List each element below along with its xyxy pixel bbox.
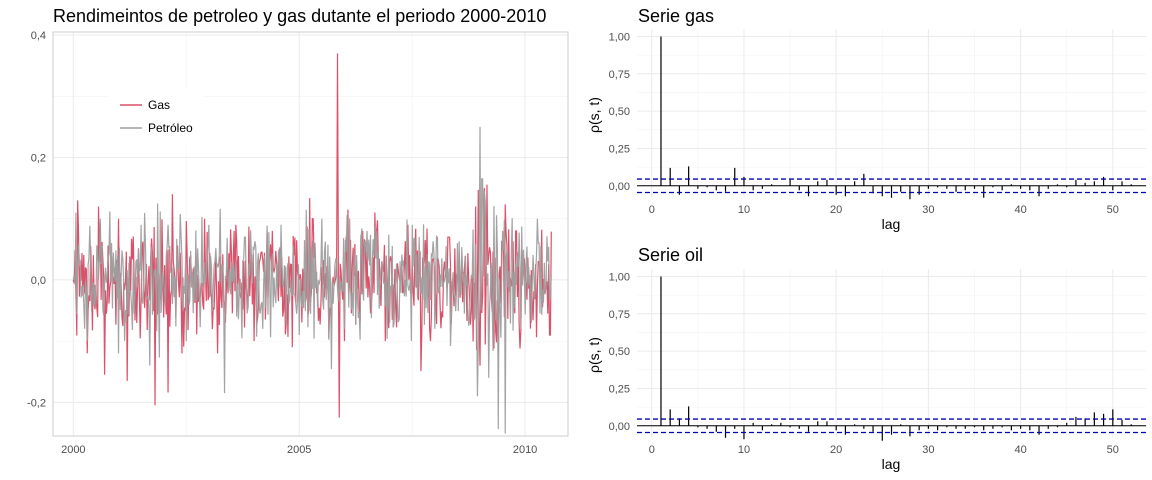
- acf-gas-bars: [637, 36, 1146, 200]
- acf-oil-x-tick-labels: 0 10 20 30 40 50: [649, 444, 1119, 456]
- returns-series-lines: [72, 53, 552, 434]
- x-tick-label: 2005: [287, 444, 311, 456]
- legend-label-petroleo: Petróleo: [148, 121, 193, 135]
- x-tick-label: 2010: [513, 444, 537, 456]
- returns-y-tick-labels: -0,2 0,0 0,2 0,4: [27, 30, 46, 409]
- y-tick-label: 0,2: [31, 152, 46, 164]
- y-tick-label: 0,75: [609, 69, 630, 81]
- y-tick-label: 0,25: [609, 383, 630, 395]
- y-tick-label: 0,0: [31, 275, 46, 287]
- y-tick-label: 1,00: [609, 31, 630, 43]
- acf-oil-chart: 0,00 0,25 0,50 0,75 1,00 0 10 20 30 40 50 Serie o…: [586, 245, 1146, 472]
- x-tick-label: 0: [649, 444, 655, 456]
- acf-gas-y-tick-labels: 0,00 0,25 0,50 0,75 1,00: [609, 31, 630, 192]
- legend-background: [108, 88, 203, 146]
- x-tick-label: 20: [830, 204, 842, 216]
- returns-chart-title: Rendimeintos de petroleo y gas dutante e…: [53, 6, 546, 26]
- x-tick-label: 50: [1107, 444, 1119, 456]
- y-tick-label: 0,75: [609, 309, 630, 321]
- returns-panel-border: [52, 31, 569, 437]
- x-tick-label: 40: [1014, 444, 1026, 456]
- y-tick-label: 0,25: [609, 143, 630, 155]
- legend-label-gas: Gas: [148, 98, 170, 112]
- x-tick-label: 20: [830, 444, 842, 456]
- x-tick-label: 2000: [61, 444, 85, 456]
- acf-oil-grid: [637, 269, 1146, 437]
- acf-oil-bars: [637, 276, 1146, 441]
- acf-gas-x-tick-labels: 0 10 20 30 40 50: [649, 204, 1119, 216]
- x-tick-label: 50: [1107, 204, 1119, 216]
- y-tick-label: 0,00: [609, 181, 630, 193]
- y-tick-label: -0,2: [27, 397, 46, 409]
- returns-x-tick-labels: 2000 2005 2010: [61, 444, 537, 456]
- y-tick-label: 0,4: [31, 30, 46, 42]
- x-tick-label: 0: [649, 204, 655, 216]
- acf-oil-title: Serie oil: [638, 245, 703, 265]
- returns-line-chart: -0,2 0,0 0,2 0,4 2000 2005 2010 Rendimeintos …: [27, 6, 569, 456]
- y-tick-label: 0,50: [609, 106, 630, 118]
- y-tick-label: 0,00: [609, 421, 630, 433]
- acf-gas-title: Serie gas: [638, 6, 714, 26]
- acf-gas-y-axis-label: ρ(s, t): [586, 97, 602, 133]
- series-line-petroleo: [72, 126, 552, 434]
- acf-gas-chart: 0,00 0,25 0,50 0,75 1,00 0 10 20 30 40 50 Serie g…: [586, 6, 1146, 232]
- acf-oil-y-axis-label: ρ(s, t): [586, 337, 602, 373]
- x-tick-label: 10: [738, 204, 750, 216]
- acf-gas-x-axis-label: lag: [882, 216, 901, 232]
- acf-oil-y-tick-labels: 0,00 0,25 0,50 0,75 1,00: [609, 271, 630, 432]
- legend: Gas Petróleo: [108, 88, 203, 146]
- x-tick-label: 30: [922, 444, 934, 456]
- x-tick-label: 40: [1014, 204, 1026, 216]
- y-tick-label: 0,50: [609, 346, 630, 358]
- x-tick-label: 10: [738, 444, 750, 456]
- y-tick-label: 1,00: [609, 271, 630, 283]
- acf-oil-x-axis-label: lag: [882, 456, 901, 472]
- acf-gas-grid: [637, 29, 1146, 197]
- x-tick-label: 30: [922, 204, 934, 216]
